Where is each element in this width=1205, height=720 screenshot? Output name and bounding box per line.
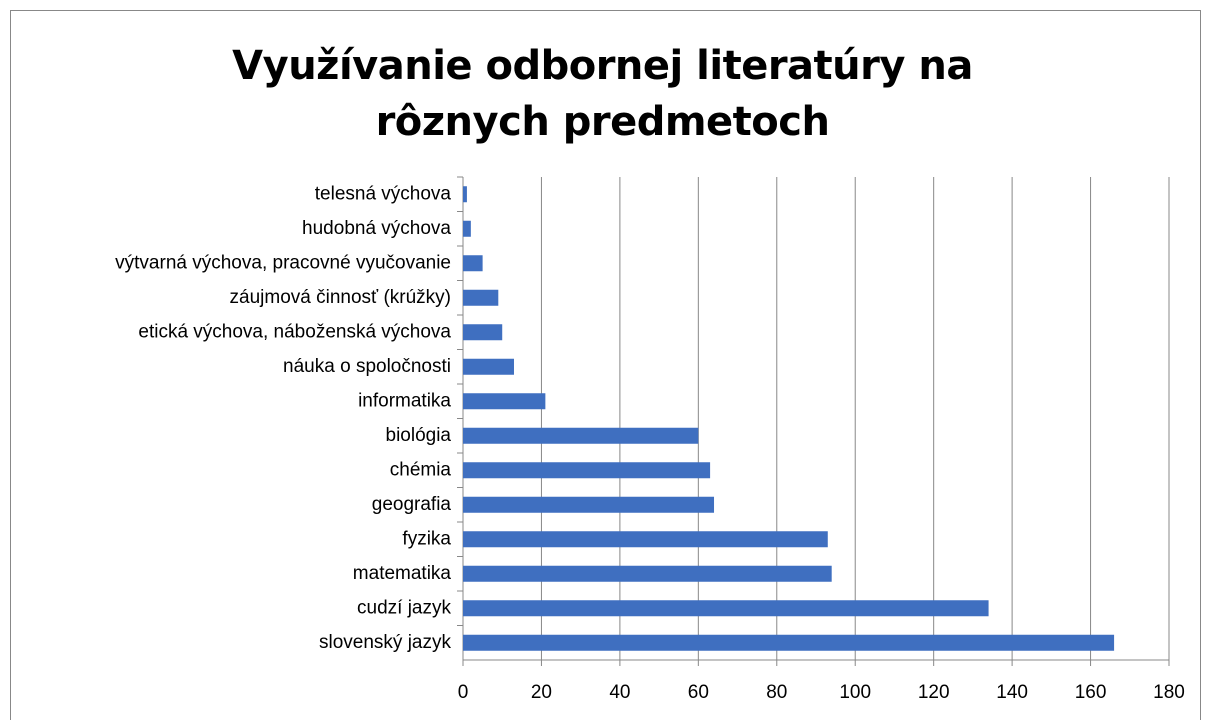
x-tick-label: 0 bbox=[458, 682, 469, 703]
bar bbox=[463, 186, 467, 203]
bar bbox=[463, 600, 989, 617]
bar bbox=[463, 255, 483, 272]
y-tick-label: záujmová činnosť (krúžky) bbox=[230, 287, 451, 308]
x-tick-label: 160 bbox=[1075, 682, 1107, 703]
x-tick-label: 100 bbox=[839, 682, 871, 703]
y-tick-label: cudzí jazyk bbox=[357, 597, 451, 618]
y-tick-label: telesná výchova bbox=[315, 183, 452, 204]
bar bbox=[463, 496, 715, 513]
bar bbox=[463, 358, 514, 375]
y-tick-label: chémia bbox=[390, 459, 452, 480]
x-tick-label: 40 bbox=[609, 682, 630, 703]
x-tick-label: 80 bbox=[766, 682, 787, 703]
bar bbox=[463, 324, 503, 341]
y-tick-label: hudobná výchova bbox=[302, 218, 451, 239]
y-tick-label: slovenský jazyk bbox=[319, 632, 451, 653]
y-tick-label: matematika bbox=[353, 563, 452, 584]
bar bbox=[463, 565, 832, 582]
bar bbox=[463, 462, 711, 479]
bar bbox=[463, 220, 471, 237]
y-tick-label: etická výchova, náboženská výchova bbox=[138, 321, 451, 342]
y-tick-label: výtvarná výchova, pracovné vyučovanie bbox=[115, 252, 451, 273]
bar bbox=[463, 427, 699, 444]
y-tick-label: fyzika bbox=[402, 528, 451, 549]
y-tick-label: biológia bbox=[386, 425, 452, 446]
x-tick-label: 60 bbox=[688, 682, 709, 703]
x-tick-label: 120 bbox=[918, 682, 950, 703]
y-tick-label: geografia bbox=[372, 494, 452, 515]
bar bbox=[463, 393, 546, 410]
bar bbox=[463, 289, 499, 306]
bar bbox=[463, 531, 828, 548]
chart-title: Využívanie odbornej literatúry na rôznyc… bbox=[232, 43, 973, 145]
y-tick-label: informatika bbox=[358, 390, 451, 411]
bar bbox=[463, 634, 1115, 651]
x-tick-label: 140 bbox=[996, 682, 1028, 703]
x-tick-label: 20 bbox=[531, 682, 552, 703]
y-tick-label: náuka o spoločnosti bbox=[283, 356, 451, 377]
x-tick-label: 180 bbox=[1153, 682, 1185, 703]
chart-frame bbox=[10, 10, 1201, 720]
